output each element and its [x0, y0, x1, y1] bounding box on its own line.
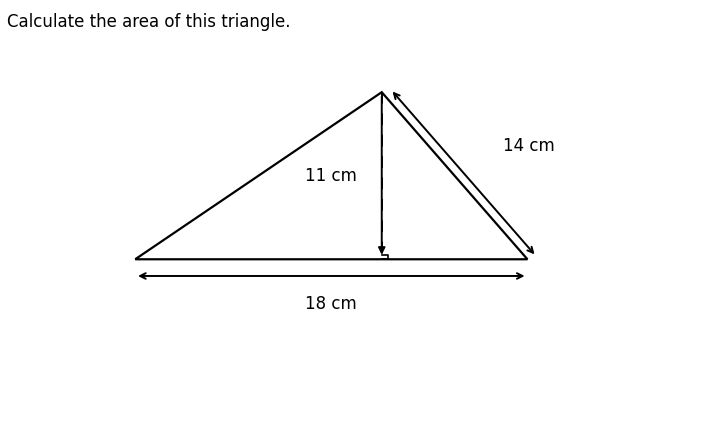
Text: Calculate the area of this triangle.: Calculate the area of this triangle. — [7, 13, 291, 31]
Text: 18 cm: 18 cm — [305, 296, 357, 313]
Text: 11 cm: 11 cm — [304, 167, 356, 185]
Text: 14 cm: 14 cm — [502, 137, 555, 155]
